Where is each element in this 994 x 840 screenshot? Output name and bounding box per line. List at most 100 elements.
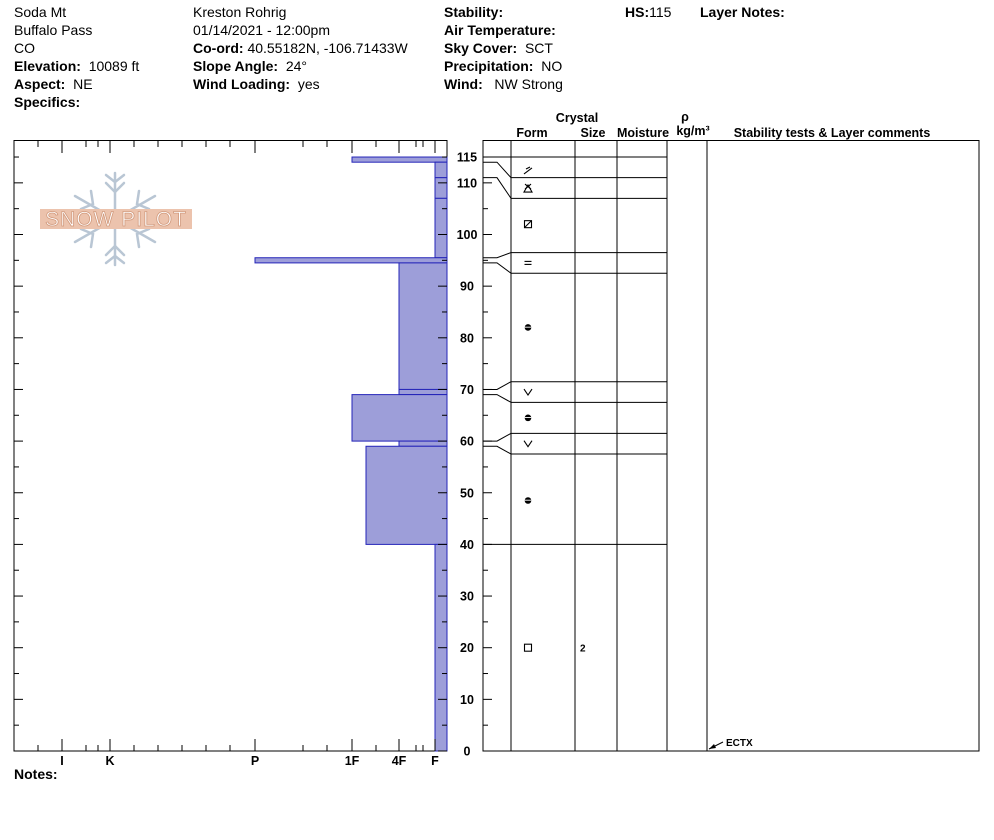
- header-size: Size: [580, 126, 605, 140]
- hardness-tick-label: 1F: [345, 754, 360, 768]
- aspect-value: NE: [73, 76, 93, 92]
- layer-connector: [483, 177, 512, 199]
- depth-axis: 0 10 20 30 40 50 60 70 80 90 100 110 115: [14, 151, 492, 759]
- depth-tick-label: 0: [464, 745, 471, 759]
- elevation-row: Elevation: 10089 ft: [14, 57, 139, 75]
- logo-text: SNOW PILOT: [45, 208, 187, 231]
- precip-row: Precipitation: NO: [444, 57, 563, 75]
- observation-datetime: 01/14/2021 - 12:00pm: [193, 22, 330, 38]
- layer-connector: [483, 262, 512, 274]
- hardness-plot-frame: [13, 140, 448, 752]
- stability-row: Stability:: [444, 3, 563, 21]
- location-name: Soda Mt: [14, 4, 67, 20]
- sky-value: SCT: [524, 40, 553, 56]
- hardness-bar: [434, 161, 448, 179]
- surface-hoar-symbol: [523, 183, 533, 193]
- air-temp-row: Air Temperature:: [444, 21, 563, 39]
- wind-value: NW Strong: [494, 76, 563, 92]
- specifics-row: Specifics:: [14, 93, 139, 111]
- logo-band: [40, 209, 192, 229]
- elevation-label: Elevation:: [14, 58, 81, 74]
- hardness-layers: [254, 156, 448, 752]
- aspect-row: Aspect: NE: [14, 75, 139, 93]
- depth-tick-label: 30: [460, 590, 474, 604]
- coord-row: Co-ord: 40.55182N, -106.71433W: [193, 39, 408, 57]
- layer-notes-label: Layer Notes:: [700, 4, 785, 20]
- header-moisture: Moisture: [617, 126, 669, 140]
- depth-tick-label: 90: [460, 280, 474, 294]
- slope-value: 24°: [285, 58, 307, 74]
- hardness-tick-label: K: [105, 754, 114, 768]
- hardness-bar: [365, 445, 448, 545]
- melt-form-symbol: [524, 324, 532, 331]
- profile-table-frame: [482, 140, 980, 752]
- observer-name: Kreston Rohrig: [193, 4, 287, 20]
- wind-loading-value: yes: [297, 76, 320, 92]
- header-rho: ρ: [681, 110, 689, 124]
- header-density-unit: kg/m³: [676, 124, 709, 138]
- layer-connector: [483, 432, 512, 442]
- layer-connector: [483, 394, 512, 403]
- depth-tick-label: 10: [460, 693, 474, 707]
- crystal-size-label: 2: [580, 644, 586, 655]
- hardness-tick-label: F: [431, 754, 439, 768]
- depth-tick-label: 40: [460, 538, 474, 552]
- crust-symbol: [524, 260, 532, 265]
- hardness-tick-label: 4F: [392, 754, 407, 768]
- hs-label: HS:: [625, 4, 650, 20]
- crystal-size-values: 2: [580, 644, 586, 655]
- decomposing-fragments-symbol: [523, 166, 533, 175]
- depth-tick-label: 115: [457, 151, 477, 165]
- specifics-label: Specifics:: [14, 94, 81, 110]
- coord-label: Co-ord:: [193, 40, 244, 56]
- depth-tick-label: 110: [457, 176, 477, 190]
- depth-tick-label: 100: [457, 228, 478, 242]
- depth-tick-label: 20: [460, 641, 474, 655]
- melt-form-symbol: [524, 497, 532, 504]
- observer-block: Kreston Rohrig 01/14/2021 - 12:00pm Co-o…: [193, 3, 408, 93]
- elevation-value: 10089 ft: [88, 58, 140, 74]
- profile-layer-lines: [483, 156, 667, 545]
- slope-label: Slope Angle:: [193, 58, 279, 74]
- notes-label: Notes:: [14, 766, 58, 782]
- stability-test-arrowhead: [709, 744, 716, 749]
- wind-row: Wind: NW Strong: [444, 75, 563, 93]
- melt-form-symbol: [524, 414, 532, 422]
- hardness-bar: [351, 156, 448, 163]
- wind-loading-row: Wind Loading: yes: [193, 75, 408, 93]
- wind-label: Wind:: [444, 76, 483, 92]
- layer-connector: [483, 445, 512, 455]
- header-crystal: Crystal: [556, 111, 598, 125]
- depth-tick-label: 80: [460, 331, 474, 345]
- hs-row: HS:115: [625, 3, 671, 21]
- mixed-faceted-rounded-symbol: [523, 220, 533, 229]
- hs-value: 115: [649, 4, 672, 20]
- wind-loading-label: Wind Loading:: [193, 76, 291, 92]
- sky-label: Sky Cover:: [444, 40, 518, 56]
- air-temp-label: Air Temperature:: [444, 22, 556, 38]
- header-form: Form: [516, 126, 547, 140]
- location-block: Soda Mt Buffalo Pass CO Elevation: 10089…: [14, 3, 139, 111]
- depth-tick-label: 70: [460, 383, 474, 397]
- hardness-tick-label: P: [251, 754, 259, 768]
- hardness-bar: [398, 388, 448, 396]
- hardness-bar: [351, 394, 448, 442]
- conditions-block: Stability: Air Temperature: Sky Cover: S…: [444, 3, 563, 93]
- crystal-form-symbols: [523, 166, 533, 652]
- hardness-bar: [398, 440, 448, 447]
- stability-test-label: ECTX: [726, 738, 753, 749]
- hardness-axis: I K P 1F 4F F: [37, 141, 439, 768]
- depth-tick-label: 50: [460, 486, 474, 500]
- layer-connector: [483, 252, 512, 259]
- hardness-bar: [254, 257, 448, 264]
- hardness-tick-label: I: [60, 754, 63, 768]
- stability-label: Stability:: [444, 4, 504, 20]
- sky-row: Sky Cover: SCT: [444, 39, 563, 57]
- layer-connector: [483, 161, 512, 179]
- precip-value: NO: [541, 58, 563, 74]
- stability-test-annotations: ECTX: [708, 738, 753, 750]
- depth-hoar-symbol: [523, 440, 533, 448]
- state-name: CO: [14, 40, 35, 56]
- aspect-label: Aspect:: [14, 76, 66, 92]
